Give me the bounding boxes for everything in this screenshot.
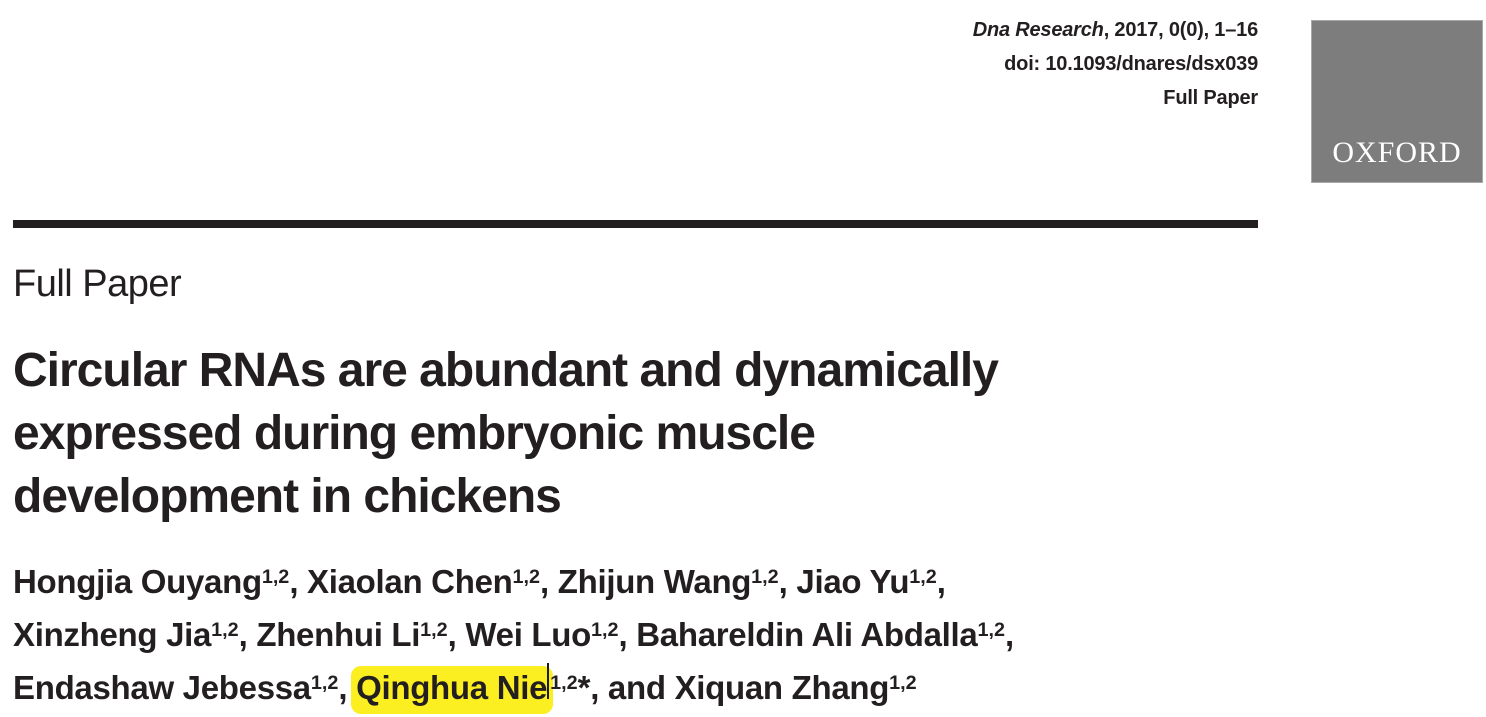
text-caret xyxy=(547,663,550,699)
oxford-logo: OXFORD xyxy=(1311,20,1483,183)
author-line-1[interactable]: Hongjia Ouyang1,2, Xiaolan Chen1,2, Zhij… xyxy=(13,563,946,600)
divider-rule xyxy=(13,220,1258,228)
section-label: Full Paper xyxy=(13,263,182,305)
highlighted-author-name[interactable]: Qinghua Nie xyxy=(351,666,554,714)
journal-citation: Dna Research, 2017, 0(0), 1–16 doi: 10.1… xyxy=(973,13,1258,115)
title-line-3: development in chickens xyxy=(13,470,562,523)
author-line-3[interactable]: Endashaw Jebessa1,2, Qinghua Nie 1,2*, an… xyxy=(13,663,1014,717)
title-line-1: Circular RNAs are abundant and dynamical… xyxy=(13,344,999,397)
author-list: Hongjia Ouyang1,2, Xiaolan Chen1,2, Zhij… xyxy=(13,558,1014,717)
article-title: Circular RNAs are abundant and dynamical… xyxy=(13,339,999,528)
author-line-2[interactable]: Xinzheng Jia1,2, Zhenhui Li1,2, Wei Luo1… xyxy=(13,616,1014,653)
citation-category-line: Full Paper xyxy=(1163,87,1258,109)
citation-doi-line: doi: 10.1093/dnares/dsx039 xyxy=(1004,53,1258,75)
title-line-2: expressed during embryonic muscle xyxy=(13,407,816,460)
oxford-logo-label: OXFORD xyxy=(1332,136,1462,169)
citation-journal-line: Dna Research, 2017, 0(0), 1–16 xyxy=(972,19,1258,41)
